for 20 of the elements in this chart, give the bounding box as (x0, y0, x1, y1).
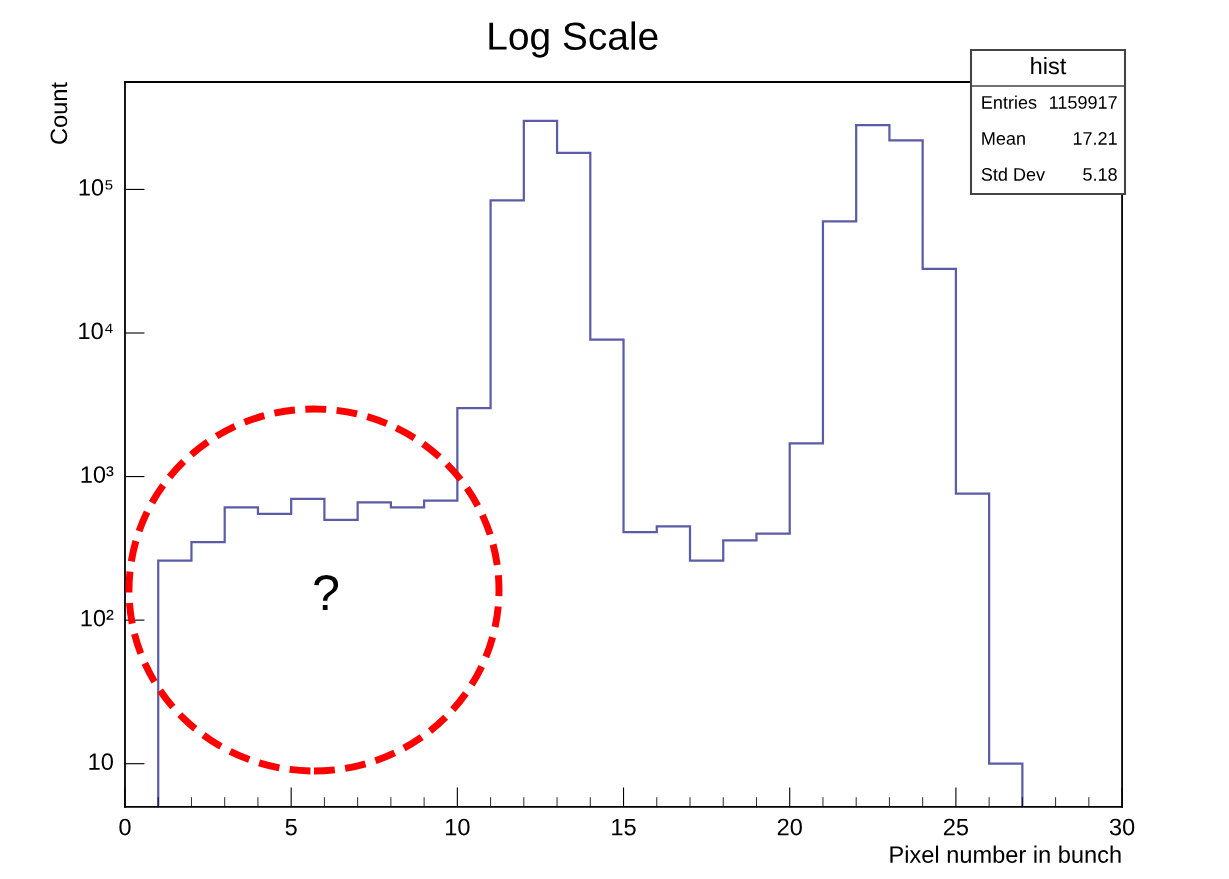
chart-title: Log Scale (489, 21, 658, 58)
y-tick-label: 10² (81, 609, 114, 627)
y-tick-label: 10⁴ (79, 322, 113, 340)
y-tick-label: 10³ (81, 466, 114, 483)
x-tick-label: 25 (943, 818, 969, 836)
y-tick-label: 10⁵ (79, 179, 113, 196)
x-tick-label: 10 (446, 818, 470, 836)
x-tick-label: 30 (1109, 818, 1135, 836)
text: Mean 17.21 (982, 132, 1117, 145)
y-axis-title: Count (50, 82, 68, 144)
x-tick-label: 20 (777, 818, 802, 836)
annotation: Entries 1159917 (982, 95, 1117, 109)
x-tick-label: 5 (285, 818, 297, 836)
annotation: ? (314, 575, 339, 610)
x-axis-title: Pixel number in bunch (890, 845, 1121, 863)
text: hist (1031, 57, 1067, 75)
x-tick-label: 15 (612, 818, 636, 836)
text: Std Dev 5.18 (981, 167, 1117, 181)
y-tick-label: 10 (89, 753, 113, 771)
x-tick-label: 0 (119, 818, 131, 836)
